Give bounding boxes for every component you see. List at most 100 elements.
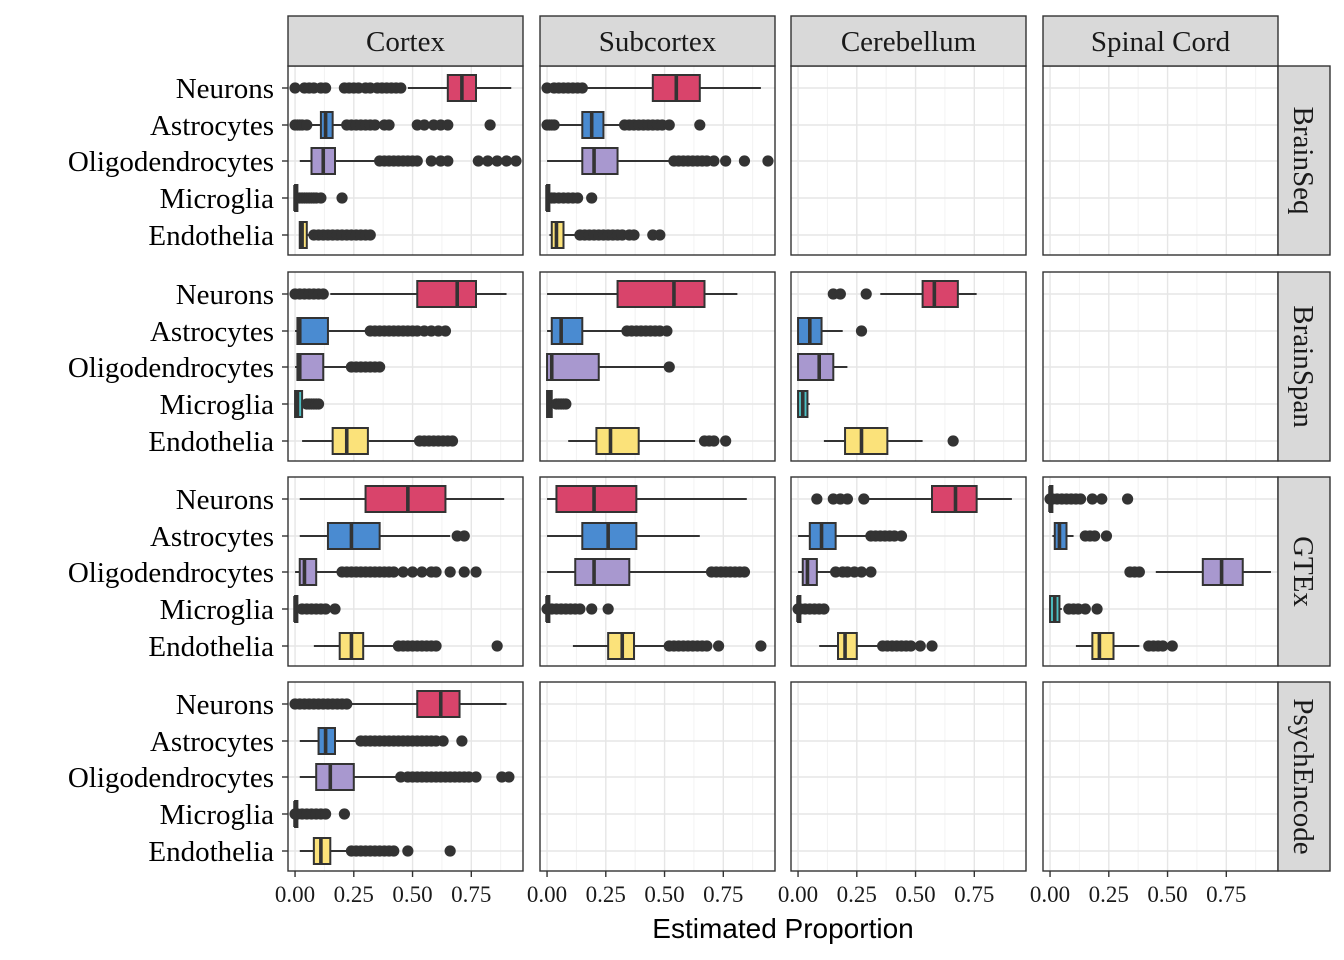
box-iqr (296, 353, 325, 381)
outlier-point (1096, 493, 1108, 505)
y-tick-label-astrocytes: Astrocytes (150, 521, 274, 553)
outlier-point (411, 155, 423, 167)
panel-gtex-cortex (287, 476, 524, 667)
outlier-point (865, 566, 877, 578)
strip-top-spinal-cord: Spinal Cord (1042, 15, 1279, 67)
outlier-point (1122, 493, 1134, 505)
panel-brainseq-subcortex (539, 65, 776, 256)
box-iqr (595, 427, 640, 455)
box-neurons (289, 690, 507, 718)
strip-right-bg (1277, 65, 1331, 256)
outlier-point (905, 640, 917, 652)
panel-border (790, 271, 1027, 462)
outlier-point (472, 155, 484, 167)
box-iqr (315, 763, 355, 791)
box-neurons (547, 280, 738, 308)
outlier-point (456, 735, 468, 747)
box-iqr (416, 280, 477, 308)
outlier-point (720, 155, 732, 167)
strip-top-bg (287, 15, 524, 67)
outlier-point (818, 603, 830, 615)
outlier-point (855, 566, 868, 578)
box-oligodendrocytes (797, 353, 848, 381)
box-endothelia (568, 427, 732, 455)
box-endothelia (549, 221, 666, 249)
box-microglia (293, 595, 341, 623)
outlier-point (491, 640, 503, 652)
x-tick-label: 0.75 (1206, 882, 1246, 907)
box-oligodendrocytes (299, 147, 522, 175)
outlier-point (1075, 493, 1087, 505)
box-oligodendrocytes (1124, 558, 1271, 586)
box-endothelia (302, 427, 459, 455)
box-neurons (541, 74, 761, 102)
box-iqr (326, 522, 381, 550)
outlier-point (320, 808, 332, 820)
x-tick-label: 0.25 (586, 882, 626, 907)
panel-psychencode-spinal-cord (1042, 681, 1279, 872)
outlier-point (663, 119, 675, 131)
x-tick-label: 0.25 (837, 882, 877, 907)
box-iqr (616, 280, 706, 308)
strip-layer: Cortex Subcortex Cerebellum Spinal Cord Brai… (287, 15, 1331, 872)
box-iqr (574, 558, 631, 586)
box-astrocytes (798, 522, 908, 550)
outlier-point (1091, 603, 1103, 615)
y-tick-label-endothelia: Endothelia (148, 836, 274, 868)
box-neurons (827, 280, 977, 308)
box-neurons (289, 280, 507, 308)
x-tick-label: 0.75 (703, 882, 743, 907)
box-oligodendrocytes (798, 558, 877, 586)
outlier-point (1100, 530, 1113, 542)
box-endothelia (313, 632, 503, 660)
box-oligodendrocytes (547, 147, 774, 175)
outlier-point (738, 566, 751, 578)
outlier-point (320, 82, 332, 94)
outlier-point (1157, 640, 1169, 652)
box-iqr (555, 485, 638, 513)
outlier-point (446, 435, 459, 447)
strip-top-subcortex: Subcortex (539, 15, 776, 67)
y-tick-label-neurons: Neurons (176, 73, 274, 105)
box-iqr (298, 558, 318, 586)
box-microglia (792, 595, 830, 623)
outlier-point (430, 640, 442, 652)
strip-right-bg (1277, 681, 1331, 872)
y-tick-label-microglia: Microglia (160, 389, 274, 421)
label-layer: Neurons Astrocytes Oligodendrocytes Microgl… (68, 73, 1247, 907)
strip-top-label: Cortex (366, 26, 445, 58)
panel-psychencode-cortex (287, 681, 524, 872)
outlier-point (470, 771, 482, 783)
outlier-point (444, 845, 456, 857)
strip-right-label: PsychEncode (1287, 698, 1319, 854)
y-tick-label-neurons: Neurons (176, 689, 274, 721)
y-tick-label-microglia: Microglia (160, 799, 274, 831)
box-astrocytes (295, 317, 452, 345)
box-iqr (801, 558, 818, 586)
y-tick-label-endothelia: Endothelia (148, 426, 274, 458)
outlier-point (1086, 493, 1098, 505)
outlier-point (289, 82, 301, 94)
outlier-point (701, 640, 713, 652)
outlier-point (491, 155, 503, 167)
box-endothelia (298, 221, 376, 249)
outlier-point (364, 229, 376, 241)
box-iqr (364, 485, 447, 513)
panel-border (539, 681, 776, 872)
panel-brainspan-cortex (287, 271, 524, 462)
y-tick-label-oligodendrocytes: Oligodendrocytes (68, 146, 274, 178)
y-tick-label-oligodendrocytes: Oligodendrocytes (68, 762, 274, 794)
outlier-point (442, 119, 454, 131)
outlier-point (694, 119, 706, 131)
outlier-point (395, 82, 407, 94)
outlier-point (312, 398, 325, 410)
box-astrocytes (547, 522, 700, 550)
box-endothelia (572, 632, 767, 660)
strip-top-label: Subcortex (599, 26, 717, 58)
outlier-point (586, 192, 598, 204)
outlier-point (338, 808, 350, 820)
y-tick-label-neurons: Neurons (176, 484, 274, 516)
y-tick-label-endothelia: Endothelia (148, 631, 274, 663)
outlier-point (406, 566, 419, 578)
